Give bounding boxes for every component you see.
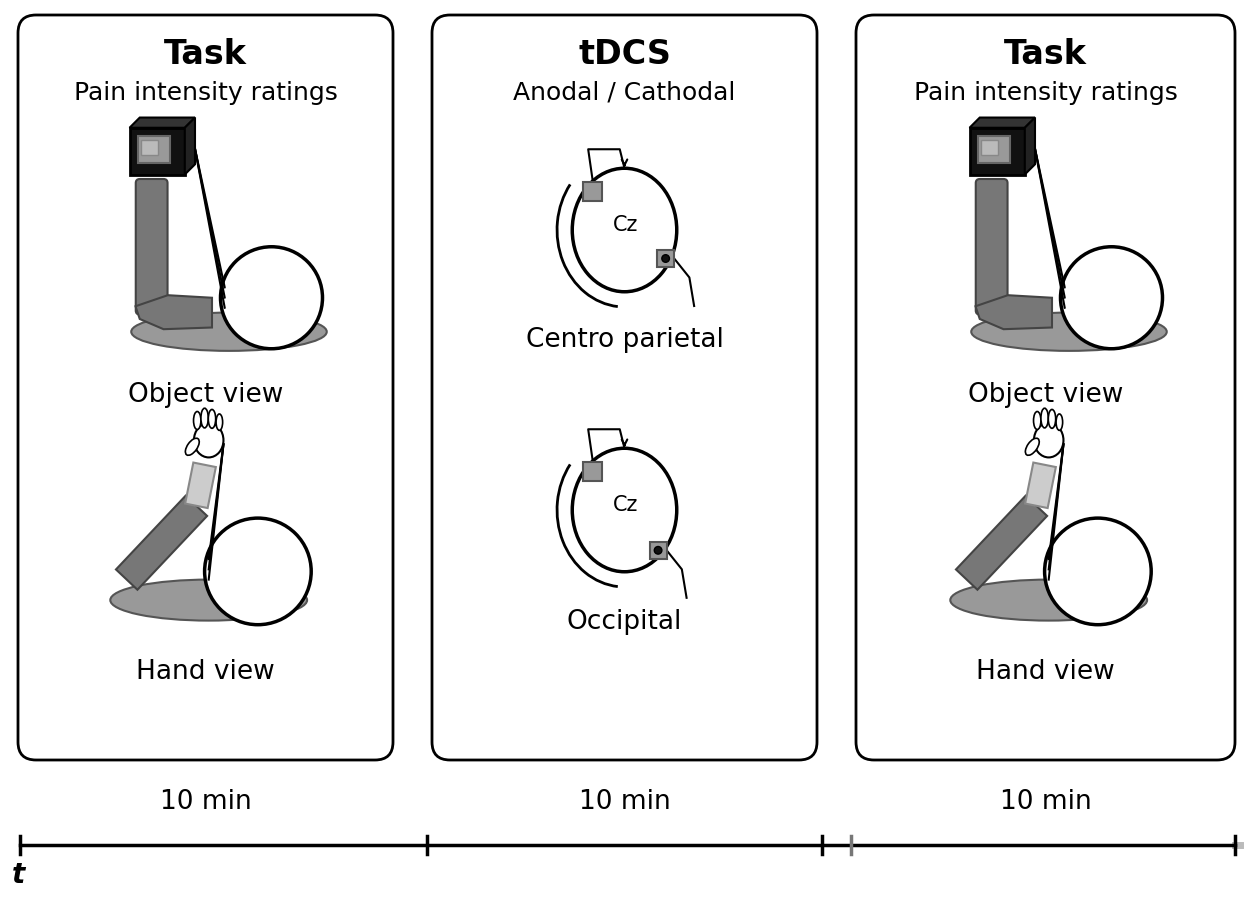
Polygon shape bbox=[970, 118, 1035, 128]
Ellipse shape bbox=[971, 313, 1167, 351]
Ellipse shape bbox=[1034, 423, 1064, 457]
Bar bbox=[138, 136, 170, 163]
Text: Cz: Cz bbox=[613, 496, 639, 515]
Ellipse shape bbox=[1056, 414, 1063, 430]
Text: 10 min: 10 min bbox=[579, 789, 670, 815]
Bar bbox=[649, 541, 667, 559]
Circle shape bbox=[221, 247, 322, 348]
Polygon shape bbox=[1025, 462, 1056, 508]
Text: Anodal / Cathodal: Anodal / Cathodal bbox=[514, 81, 736, 105]
Circle shape bbox=[1045, 518, 1152, 625]
Ellipse shape bbox=[950, 579, 1146, 621]
Ellipse shape bbox=[573, 168, 677, 292]
Text: Hand view: Hand view bbox=[976, 659, 1115, 685]
FancyBboxPatch shape bbox=[432, 15, 817, 760]
Polygon shape bbox=[185, 462, 216, 508]
Bar bbox=[657, 250, 674, 267]
Ellipse shape bbox=[193, 411, 200, 429]
Bar bbox=[129, 128, 184, 174]
Text: Pain intensity ratings: Pain intensity ratings bbox=[913, 81, 1178, 105]
Bar bbox=[584, 462, 603, 481]
Ellipse shape bbox=[208, 409, 216, 428]
Ellipse shape bbox=[1034, 411, 1041, 429]
FancyBboxPatch shape bbox=[135, 179, 168, 314]
Text: Task: Task bbox=[164, 39, 247, 72]
Circle shape bbox=[1060, 247, 1163, 348]
Text: Object view: Object view bbox=[967, 382, 1123, 408]
Ellipse shape bbox=[110, 579, 307, 621]
Ellipse shape bbox=[132, 313, 327, 351]
Bar bbox=[981, 140, 999, 155]
Polygon shape bbox=[135, 295, 212, 330]
Text: Pain intensity ratings: Pain intensity ratings bbox=[74, 81, 337, 105]
Ellipse shape bbox=[185, 438, 199, 455]
Text: t: t bbox=[13, 861, 25, 889]
Bar bbox=[584, 182, 603, 201]
Ellipse shape bbox=[573, 448, 677, 572]
Bar bbox=[970, 128, 1025, 174]
FancyBboxPatch shape bbox=[18, 15, 393, 760]
Ellipse shape bbox=[1049, 409, 1056, 428]
Ellipse shape bbox=[1025, 438, 1039, 455]
Polygon shape bbox=[956, 496, 1048, 590]
Polygon shape bbox=[184, 118, 195, 174]
Text: tDCS: tDCS bbox=[578, 39, 670, 72]
Text: Occipital: Occipital bbox=[566, 609, 682, 635]
Polygon shape bbox=[117, 496, 207, 590]
Polygon shape bbox=[976, 295, 1053, 330]
Bar bbox=[979, 136, 1010, 163]
Text: Hand view: Hand view bbox=[137, 659, 274, 685]
Circle shape bbox=[204, 518, 311, 625]
Text: Cz: Cz bbox=[613, 216, 639, 235]
Circle shape bbox=[662, 255, 669, 262]
Text: Object view: Object view bbox=[128, 382, 283, 408]
Ellipse shape bbox=[200, 409, 208, 428]
Ellipse shape bbox=[194, 423, 223, 457]
FancyBboxPatch shape bbox=[856, 15, 1235, 760]
FancyBboxPatch shape bbox=[976, 179, 1007, 314]
Text: Task: Task bbox=[1004, 39, 1086, 72]
Ellipse shape bbox=[216, 414, 223, 430]
Text: 10 min: 10 min bbox=[159, 789, 252, 815]
Text: Centro parietal: Centro parietal bbox=[525, 327, 723, 353]
Polygon shape bbox=[129, 118, 195, 128]
Polygon shape bbox=[1025, 118, 1035, 174]
Circle shape bbox=[654, 547, 662, 554]
Ellipse shape bbox=[1041, 409, 1049, 428]
Text: 10 min: 10 min bbox=[1000, 789, 1091, 815]
Bar bbox=[142, 140, 158, 155]
